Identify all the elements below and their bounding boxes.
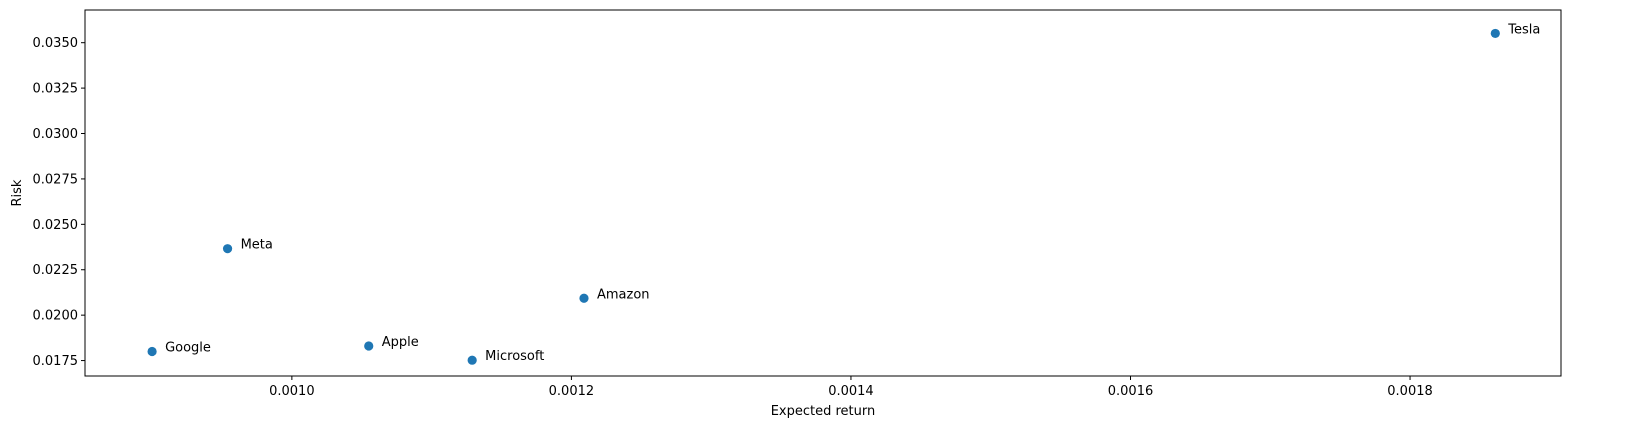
x-tick-label: 0.0016	[1108, 384, 1154, 399]
y-tick-label: 0.0175	[33, 354, 79, 369]
scatter-point-google	[147, 346, 157, 357]
x-tick-label: 0.0014	[828, 384, 874, 399]
scatter-point-meta	[222, 244, 233, 254]
y-axis-ticks: 0.0175 0.0200 0.0225 0.0250 0.0275 0.0300 0.03…	[33, 36, 85, 369]
y-tick-label: 0.0250	[33, 218, 79, 233]
data-points: Google Meta Apple Microsoft Amazon Tesla	[147, 22, 1540, 365]
scatter-point-microsoft	[467, 355, 477, 365]
y-tick-label: 0.0275	[33, 172, 79, 187]
y-tick-label: 0.0350	[33, 36, 79, 51]
plot-frame	[84, 9, 1562, 377]
x-tick-label: 0.0010	[269, 384, 315, 399]
x-tick-label: 0.0012	[549, 384, 595, 399]
point-label-tesla: Tesla	[1507, 22, 1540, 37]
scatter-point-apple	[364, 341, 374, 351]
y-tick-label: 0.0200	[33, 309, 79, 324]
scatter-point-tesla	[1490, 28, 1500, 39]
point-label-meta: Meta	[241, 238, 273, 253]
point-label-google: Google	[165, 340, 211, 355]
point-label-microsoft: Microsoft	[485, 349, 544, 364]
x-axis-ticks: 0.0010 0.0012 0.0014 0.0016 0.0018	[269, 376, 1433, 399]
point-label-amazon: Amazon	[597, 287, 650, 302]
y-tick-label: 0.0225	[33, 263, 79, 278]
y-tick-label: 0.0325	[33, 82, 79, 97]
x-tick-label: 0.0018	[1387, 384, 1433, 399]
point-label-apple: Apple	[382, 335, 419, 350]
y-tick-label: 0.0300	[33, 127, 79, 142]
y-axis-label: Risk	[10, 179, 25, 206]
x-axis-label: Expected return	[771, 404, 876, 419]
scatter-point-amazon	[579, 293, 589, 303]
